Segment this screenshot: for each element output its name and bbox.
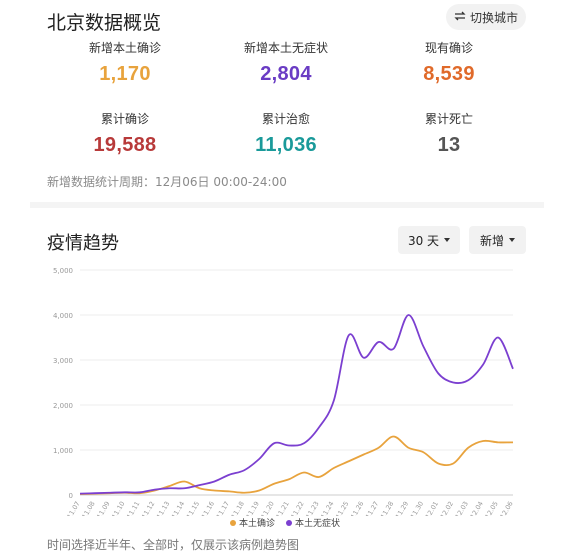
- x-tick-label: 11.29: [394, 500, 410, 516]
- y-tick-label: 1,000: [53, 447, 73, 455]
- x-tick-label: 11.19: [245, 500, 261, 516]
- x-tick-label: 11.09: [95, 500, 111, 516]
- legend-dot: [230, 519, 236, 526]
- legend-item-confirmed[interactable]: 本土确诊: [230, 516, 275, 529]
- trend-title: 疫情趋势: [47, 233, 119, 254]
- stat-current-confirmed: 现有确诊 8,539: [374, 41, 524, 87]
- range-dropdown[interactable]: 30 天: [398, 226, 460, 254]
- switch-city-button[interactable]: 切换城市: [446, 4, 526, 30]
- x-tick-label: 11.14: [170, 500, 186, 516]
- x-tick-label: 11.17: [215, 500, 231, 516]
- section-divider: [30, 202, 544, 208]
- stat-label: 累计治愈: [261, 112, 310, 126]
- stat-value: 8,539: [423, 63, 475, 85]
- caret-down-icon: [444, 238, 451, 242]
- switch-city-label: 切换城市: [469, 10, 518, 25]
- y-tick-label: 2,000: [53, 402, 73, 410]
- x-tick-label: 12.05: [484, 500, 500, 516]
- stat-value: 1,170: [99, 63, 151, 85]
- x-tick-label: 11.26: [349, 500, 365, 516]
- x-tick-label: 11.22: [289, 500, 305, 516]
- stat-total-deaths: 累计死亡 13: [374, 112, 524, 158]
- x-tick-label: 11.23: [304, 500, 320, 516]
- x-tick-label: 11.11: [125, 500, 141, 516]
- stat-total-confirmed: 累计确诊 19,588: [50, 112, 200, 158]
- x-tick-label: 11.27: [364, 500, 380, 516]
- x-tick-label: 11.12: [140, 500, 156, 516]
- stat-label: 现有确诊: [424, 41, 473, 55]
- legend-dot: [286, 519, 292, 526]
- stat-value: 2,804: [260, 63, 312, 85]
- stat-label: 累计死亡: [424, 112, 473, 126]
- x-tick-label: 11.24: [319, 500, 335, 516]
- stat-value: 13: [437, 134, 461, 156]
- x-tick-label: 11.25: [334, 500, 350, 516]
- y-tick-label: 5,000: [53, 267, 73, 275]
- stats-period-note: 新增数据统计周期：12月06日 00:00-24:00: [47, 175, 287, 189]
- y-tick-label: 3,000: [53, 357, 73, 365]
- legend-label: 本土确诊: [239, 519, 276, 529]
- x-tick-label: 11.28: [379, 500, 395, 516]
- x-tick-label: 11.30: [409, 500, 425, 516]
- trend-chart: 0 1,000 2,000 3,000 4,000 5,000 11.0711.0811.0…: [53, 267, 515, 516]
- stat-total-cured: 累计治愈 11,036: [211, 112, 361, 158]
- x-tick-label: 12.06: [498, 500, 514, 516]
- x-tick-label: 11.16: [200, 500, 216, 516]
- y-tick-label: 0: [69, 492, 73, 500]
- stat-label: 累计确诊: [100, 112, 149, 126]
- x-tick-label: 11.08: [80, 500, 96, 516]
- x-tick-label: 12.03: [454, 500, 470, 516]
- x-tick-label: 11.07: [65, 500, 81, 516]
- x-tick-label: 12.01: [424, 500, 440, 516]
- x-tick-label: 11.13: [155, 500, 171, 516]
- x-tick-label: 11.21: [275, 500, 291, 516]
- mode-dropdown[interactable]: 新增: [469, 226, 526, 254]
- stat-value: 19,588: [93, 134, 157, 156]
- x-tick-label: 12.04: [469, 500, 485, 516]
- stat-label: 新增本土确诊: [88, 41, 161, 55]
- stat-new-local-asymptomatic: 新增本土无症状 2,804: [211, 41, 361, 87]
- stat-value: 11,036: [255, 134, 317, 156]
- range-label: 30 天: [407, 233, 440, 248]
- x-tick-label: 11.20: [260, 500, 276, 516]
- x-tick-label: 11.18: [230, 500, 246, 516]
- x-tick-label: 12.02: [439, 500, 455, 516]
- series-line-asymptomatic: [79, 314, 514, 495]
- x-tick-label: 11.15: [185, 500, 201, 516]
- caret-down-icon: [509, 238, 515, 242]
- stat-label: 新增本土无症状: [243, 41, 328, 55]
- series-line-confirmed: [79, 435, 514, 495]
- swap-icon: [454, 10, 466, 24]
- mode-label: 新增: [479, 233, 504, 248]
- footer-note: 时间选择近半年、全部时，仅展示该病例趋势图: [47, 538, 300, 552]
- legend-label: 本土无症状: [295, 519, 341, 529]
- stat-new-local-confirmed: 新增本土确诊 1,170: [50, 41, 200, 87]
- y-tick-label: 4,000: [53, 312, 73, 320]
- page-title: 北京数据概览: [47, 12, 162, 34]
- legend-item-asymptomatic[interactable]: 本土无症状: [286, 516, 340, 529]
- x-tick-label: 11.10: [110, 500, 126, 516]
